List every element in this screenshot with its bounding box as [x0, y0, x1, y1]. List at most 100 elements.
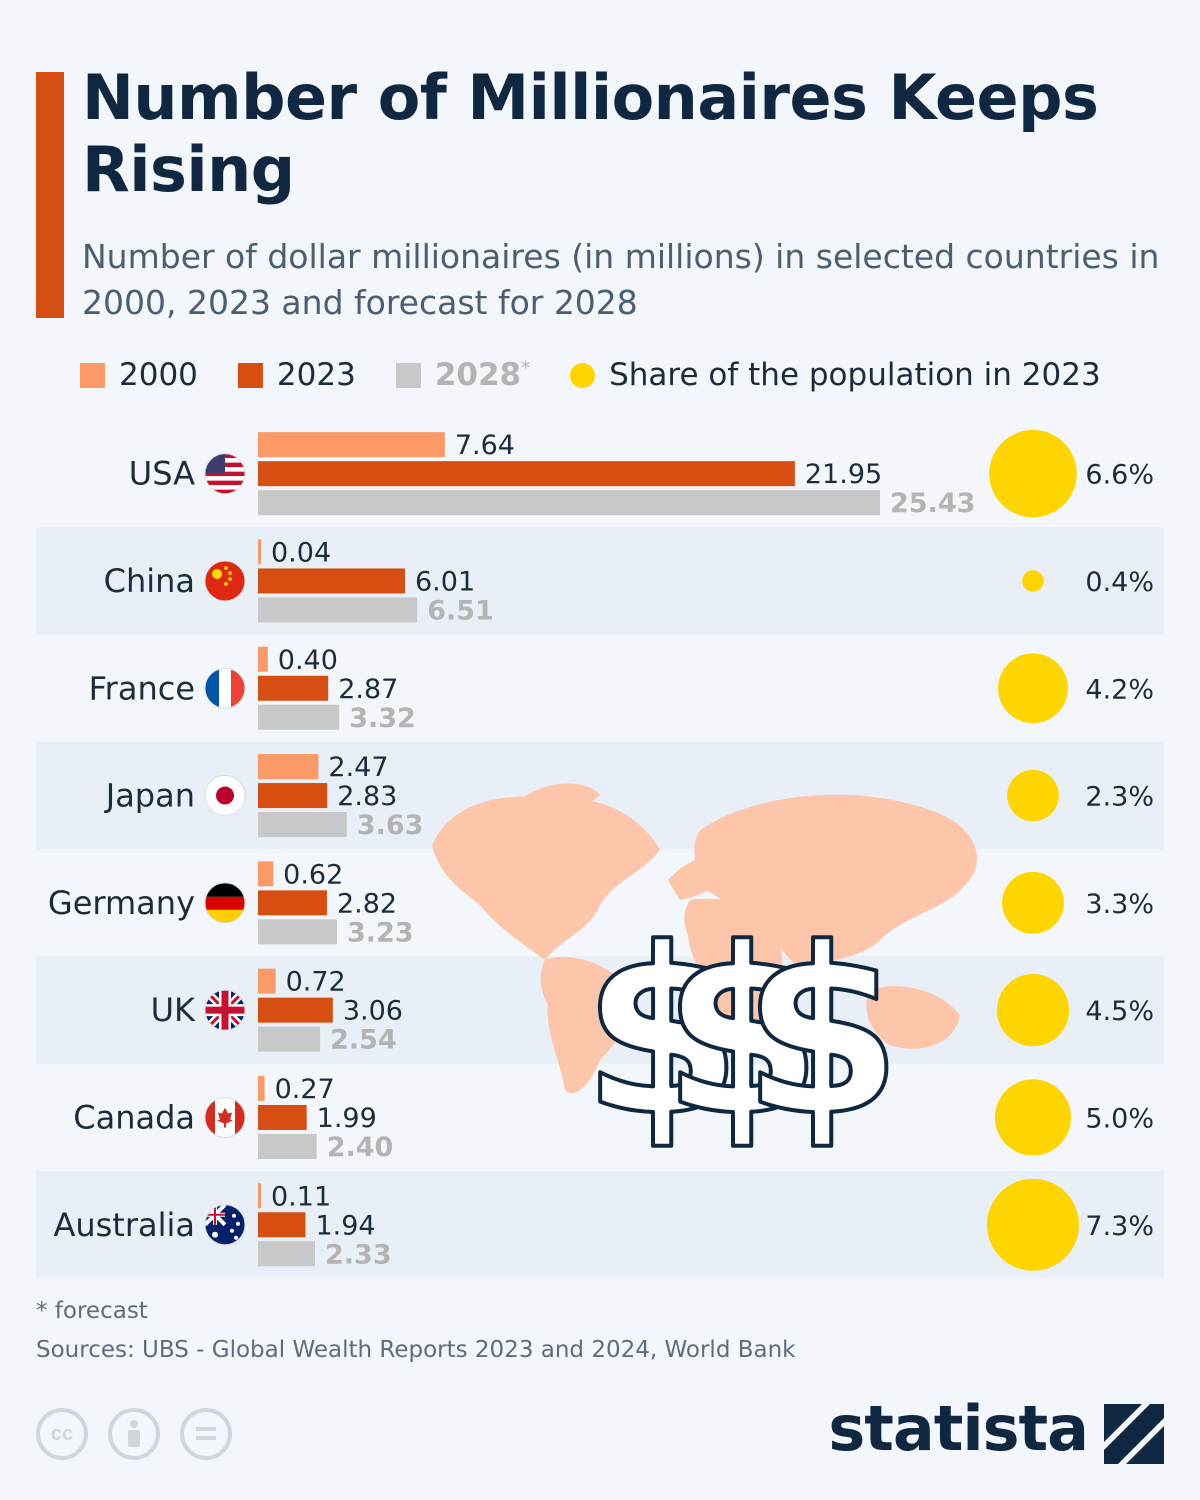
accent-bar — [36, 72, 64, 318]
share-bubble — [1007, 769, 1059, 822]
bar-2028 — [258, 597, 418, 623]
forecast-asterisk: * — [521, 357, 531, 379]
share-label: 3.3% — [1085, 889, 1154, 920]
bar-2023 — [258, 675, 329, 701]
flag-outline — [204, 882, 246, 924]
data-label: 0.40 — [278, 645, 338, 676]
flag-outline — [204, 1204, 246, 1246]
legend-swatch-2000 — [80, 362, 105, 388]
flag-star — [234, 1235, 238, 1240]
source-note: Sources: UBS - Global Wealth Reports 202… — [36, 1337, 796, 1363]
bars: 7.64 21.95 25.43 0.04 6.016.51 0.402.873.32 2.… — [258, 430, 975, 1270]
flag-outline — [204, 989, 246, 1031]
share-label: 4.5% — [1085, 996, 1154, 1027]
share-bubbles: 6.6% 0.4% 4.2% 2.3% 3.3% 4.5% 5.0% 7.3% — [987, 429, 1154, 1271]
footnote: * forecast — [36, 1298, 148, 1324]
bar-2028 — [258, 704, 340, 730]
flag-body — [205, 775, 245, 816]
data-label: 2.82 — [337, 888, 397, 919]
data-label: 0.04 — [271, 537, 331, 568]
flag-part — [214, 1204, 216, 1225]
bar-2000 — [258, 432, 445, 458]
data-label: 6.01 — [415, 566, 475, 597]
flag-outline — [204, 775, 246, 817]
flag-part — [221, 990, 229, 1031]
legend-item-2023: 2023 — [237, 357, 356, 393]
share-bubble — [996, 974, 1070, 1047]
data-label: 2.33 — [325, 1239, 392, 1270]
data-label: 2.87 — [338, 674, 398, 705]
flag-star — [212, 568, 222, 579]
flag-stripe — [205, 471, 245, 477]
country-label: Japan — [104, 777, 195, 815]
flag-outline — [204, 453, 246, 495]
country-label: USA — [129, 455, 195, 493]
country-label: Germany — [48, 884, 195, 922]
bar-2023 — [258, 997, 333, 1023]
bar-chart: $ $ $ USA China France Japan Germany UK Canada… — [47, 429, 1154, 1271]
attribution-icon[interactable] — [108, 1408, 160, 1460]
statista-logo[interactable]: statista — [828, 1392, 1089, 1465]
country-labels: USA China France Japan Germany UK Canada Austra… — [48, 455, 196, 1244]
chart-title: Number of Millionaires Keeps Rising — [82, 61, 1099, 206]
legend-swatch-2023 — [237, 362, 263, 388]
data-label: 3.32 — [349, 703, 416, 734]
bar-2028 — [258, 1133, 317, 1159]
data-label: 2.47 — [328, 752, 388, 783]
flag-body — [205, 882, 245, 923]
data-label: 25.43 — [890, 488, 975, 519]
uk-flag-icon — [204, 989, 246, 1031]
legend-item-share: Share of the population in 2023 — [570, 357, 1101, 393]
flag-part — [219, 668, 231, 709]
bar-2028 — [258, 490, 880, 516]
share-bubble — [994, 1079, 1072, 1156]
data-label: 0.27 — [275, 1074, 335, 1105]
flag-body — [205, 560, 245, 601]
chart-subtitle: Number of dollar millionaires (in millio… — [82, 237, 1160, 322]
share-label: 4.2% — [1085, 674, 1154, 705]
flag-star — [224, 582, 228, 586]
flag-part — [205, 1097, 215, 1138]
data-label: 0.11 — [271, 1181, 331, 1212]
bar-2028 — [258, 1241, 315, 1267]
bar-2023 — [258, 1212, 306, 1238]
legend-swatch-2028 — [395, 362, 421, 388]
bar-2023 — [258, 890, 327, 916]
flag-star — [232, 1213, 236, 1218]
legend-2028-year: 2028 — [434, 357, 522, 393]
flag-outline — [204, 1096, 246, 1138]
share-label: 6.6% — [1085, 460, 1154, 491]
no-derivatives-icon[interactable] — [180, 1408, 232, 1460]
legend-label-2028: 2028* — [435, 357, 530, 393]
flag-star — [212, 1231, 218, 1238]
flag-body — [205, 668, 245, 709]
flag-stripe — [205, 485, 245, 490]
share-bubble — [1022, 570, 1044, 592]
flag-star — [230, 1228, 234, 1233]
cc-icon[interactable]: cc — [36, 1408, 88, 1460]
statista-logo-icon — [1104, 1404, 1164, 1464]
china-flag-icon — [204, 560, 246, 602]
australia-flag-icon — [204, 1204, 246, 1246]
bar-2000 — [258, 754, 319, 780]
bar-2000 — [258, 539, 261, 565]
flag-part — [205, 882, 245, 897]
bar-2000 — [258, 1183, 261, 1209]
legend: 2000 2023 2028* Share of the population … — [80, 354, 1101, 396]
bar-2000 — [258, 646, 268, 672]
share-label: 2.3% — [1085, 782, 1154, 813]
data-label: 3.06 — [343, 996, 403, 1027]
legend-label-2000: 2000 — [119, 357, 198, 393]
flag-star — [228, 571, 232, 575]
flag-part — [235, 1097, 245, 1138]
country-label: France — [89, 669, 195, 707]
dollar-sign-icon: $ — [742, 900, 902, 1167]
data-label: 2.40 — [327, 1132, 394, 1163]
country-label: Australia — [53, 1206, 195, 1244]
data-label: 21.95 — [805, 459, 882, 490]
dollar-sign-icon: $ — [582, 900, 742, 1167]
equals-glyph — [196, 1427, 216, 1440]
country-label: Canada — [73, 1098, 195, 1136]
dollar-signs-icon: $ $ $ — [580, 898, 904, 1169]
flags — [204, 453, 246, 1246]
